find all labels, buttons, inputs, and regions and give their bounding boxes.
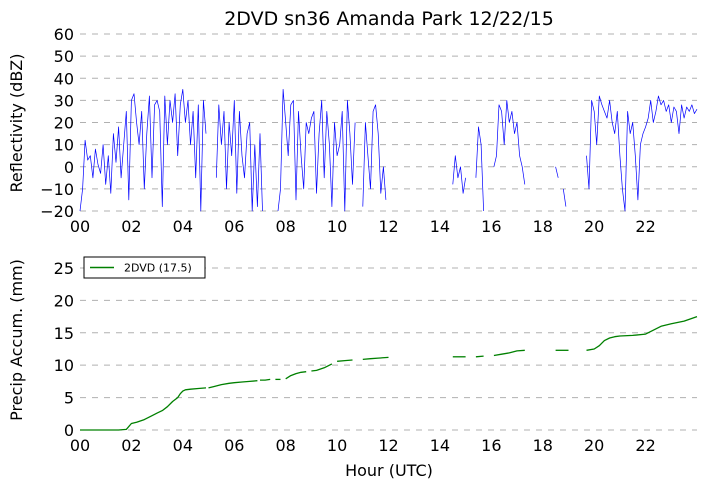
reflectivity-y-tick-label: 40 (54, 69, 74, 88)
precip-series-line (285, 371, 307, 380)
legend-label: 2DVD (17.5) (124, 262, 192, 275)
precip-series-line (311, 363, 333, 372)
precip-series-line (208, 380, 258, 389)
reflectivity-y-tick-label: 30 (54, 91, 74, 110)
reflectivity-y-tick-labels: −20 −10 0 10 20 30 40 50 60 (40, 25, 74, 221)
precip-x-tick-label: 04 (173, 436, 193, 455)
reflectivity-y-axis-label: Reflectivity (dBZ) (7, 54, 26, 193)
reflectivity-x-tick-label: 20 (584, 217, 604, 236)
reflectivity-series-line (362, 104, 387, 207)
reflectivity-x-tick-label: 16 (481, 217, 501, 236)
precip-y-tick-label: 5 (64, 389, 74, 408)
precip-series-line (260, 378, 271, 381)
chart-title: 2DVD sn36 Amanda Park 12/22/15 (224, 8, 554, 30)
reflectivity-series-line (562, 188, 567, 207)
reflectivity-x-tick-label: 10 (327, 217, 347, 236)
precip-x-tick-label: 20 (584, 436, 604, 455)
precip-x-tick-label: 10 (327, 436, 347, 455)
reflectivity-series (79, 88, 698, 212)
precip-x-tick-label: 08 (275, 436, 295, 455)
reflectivity-y-tick-label: 60 (54, 25, 74, 44)
precip-series-line (362, 356, 389, 361)
precip-series-line (80, 387, 207, 431)
reflectivity-series-line (79, 88, 207, 212)
precip-y-tick-label: 20 (54, 291, 74, 310)
precip-x-tick-label: 02 (121, 436, 141, 455)
reflectivity-y-tick-label: 0 (64, 158, 74, 177)
precip-y-tick-label: 15 (54, 324, 74, 343)
precip-x-tick-label: 16 (481, 436, 501, 455)
precip-y-tick-label: 25 (54, 259, 74, 278)
reflectivity-series-line (586, 95, 698, 212)
reflectivity-y-tick-label: 50 (54, 47, 74, 66)
precip-y-tick-label: 0 (64, 421, 74, 440)
precip-series-line (337, 359, 353, 362)
precip-x-tick-label: 12 (378, 436, 398, 455)
reflectivity-y-tick-label: 20 (54, 114, 74, 133)
reflectivity-y-tick-label: −20 (40, 202, 74, 221)
legend: 2DVD (17.5) (83, 256, 206, 279)
precip-x-tick-label: 22 (635, 436, 655, 455)
reflectivity-y-tick-label: −10 (40, 180, 74, 199)
precip-x-tick-label: 14 (430, 436, 450, 455)
reflectivity-x-tick-label: 14 (430, 217, 450, 236)
reflectivity-x-tick-label: 04 (173, 217, 193, 236)
reflectivity-series-line (555, 166, 559, 178)
precip-x-tick-label: 06 (224, 436, 244, 455)
precip-x-tick-labels: 00 02 04 06 08 10 12 14 16 18 20 22 (70, 436, 656, 455)
precip-x-tick-label: 18 (533, 436, 553, 455)
reflectivity-series-line (215, 100, 263, 212)
precip-y-tick-labels: 0 5 10 15 20 25 (54, 259, 74, 440)
reflectivity-x-tick-label: 18 (533, 217, 553, 236)
reflectivity-series-line (493, 100, 526, 185)
precip-series-line (475, 355, 484, 358)
reflectivity-x-tick-label: 00 (70, 217, 90, 236)
reflectivity-series-line (452, 155, 466, 194)
precip-x-axis-label: Hour (UTC) (345, 461, 433, 480)
precip-grid (80, 267, 697, 431)
reflectivity-x-tick-label: 22 (635, 217, 655, 236)
precip-y-axis-label: Precip Accum. (mm) (7, 259, 26, 421)
reflectivity-x-tick-label: 12 (378, 217, 398, 236)
legend-box (83, 256, 206, 279)
reflectivity-x-tick-labels: 00 02 04 06 08 10 12 14 16 18 20 22 (70, 217, 656, 236)
reflectivity-y-tick-label: 10 (54, 136, 74, 155)
precip-panel: 0 5 10 15 20 25 00 02 04 06 08 10 12 14 16 18 20 22 Prec… (7, 256, 698, 480)
reflectivity-x-tick-label: 08 (275, 217, 295, 236)
precip-x-tick-label: 00 (70, 436, 90, 455)
reflectivity-x-tick-label: 06 (224, 217, 244, 236)
precip-series-line (493, 349, 525, 357)
precip-series (80, 315, 698, 431)
precip-series-line (586, 315, 698, 351)
reflectivity-x-tick-label: 02 (121, 217, 141, 236)
reflectivity-series-line (475, 126, 484, 212)
reflectivity-panel: 2DVD sn36 Amanda Park 12/22/15 −20 −10 0 10… (7, 8, 698, 236)
precip-y-tick-label: 10 (54, 356, 74, 375)
reflectivity-series-line (277, 88, 356, 212)
